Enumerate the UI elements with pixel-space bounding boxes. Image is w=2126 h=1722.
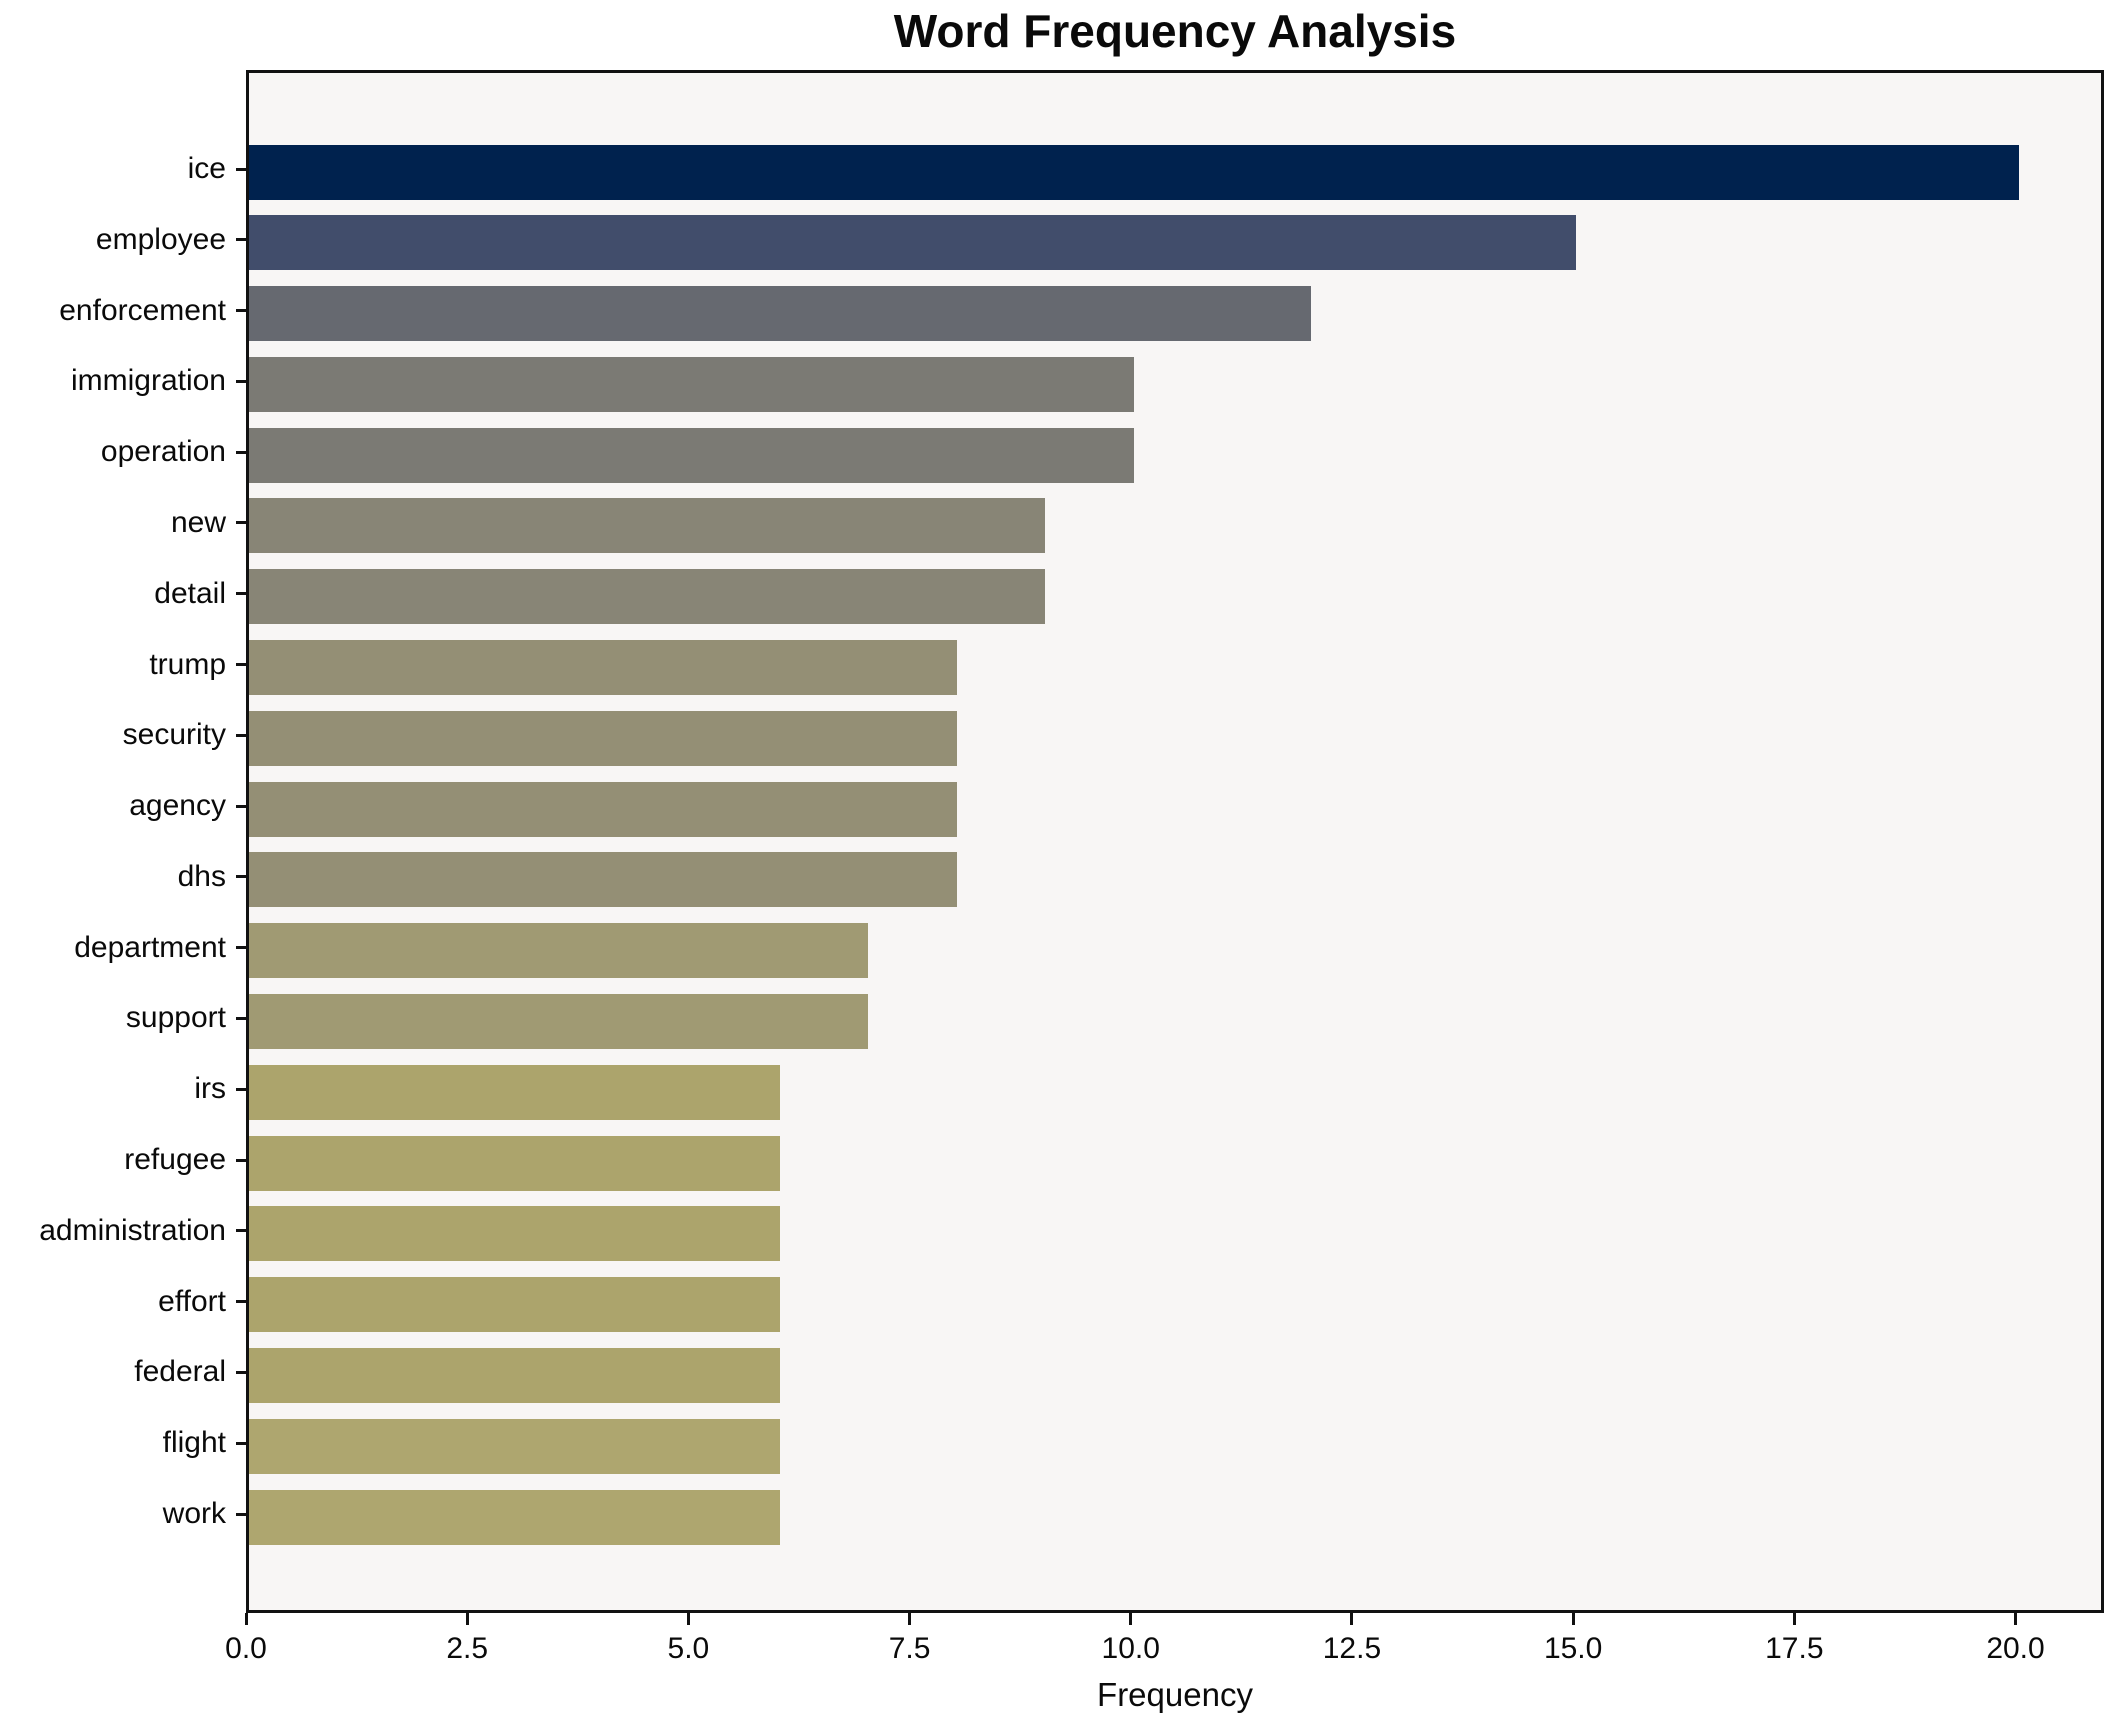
- y-tick-mark: [236, 875, 246, 879]
- y-tick-mark: [236, 450, 246, 454]
- bar-department: [249, 923, 869, 979]
- x-tick-label-5.0: 5.0: [667, 1632, 710, 1665]
- y-tick-label-federal: federal: [134, 1355, 226, 1389]
- bar-work: [249, 1489, 780, 1545]
- y-tick-label-security: security: [122, 718, 226, 752]
- bar-support: [249, 993, 869, 1049]
- bar-employee: [249, 215, 1577, 271]
- bar-trump: [249, 640, 957, 696]
- x-tick-mark: [2014, 1613, 2018, 1625]
- bar-detail: [249, 569, 1046, 625]
- x-tick-mark: [244, 1613, 248, 1625]
- bar-operation: [249, 427, 1134, 483]
- bar-effort: [249, 1277, 780, 1333]
- x-tick-mark: [686, 1613, 690, 1625]
- y-tick-label-dhs: dhs: [177, 859, 226, 893]
- y-tick-mark: [236, 309, 246, 313]
- y-tick-label-flight: flight: [162, 1426, 226, 1460]
- y-tick-label-ice: ice: [187, 152, 226, 185]
- x-tick-label-2.5: 2.5: [446, 1632, 489, 1665]
- y-tick-mark: [236, 946, 246, 950]
- x-tick-mark: [1792, 1613, 1796, 1625]
- x-tick-label-0.0: 0.0: [225, 1632, 267, 1665]
- y-tick-label-enforcement: enforcement: [59, 293, 226, 327]
- y-tick-label-administration: administration: [39, 1213, 226, 1247]
- bar-immigration: [249, 356, 1134, 412]
- y-tick-label-irs: irs: [194, 1072, 226, 1106]
- bar-new: [249, 498, 1046, 554]
- y-tick-mark: [236, 804, 246, 808]
- y-tick-label-department: department: [74, 930, 226, 964]
- y-tick-label-employee: employee: [95, 222, 226, 256]
- x-tick-mark: [1571, 1613, 1575, 1625]
- y-tick-label-support: support: [125, 1001, 226, 1035]
- y-tick-mark: [236, 379, 246, 383]
- bar-federal: [249, 1347, 780, 1403]
- x-tick-label-17.5: 17.5: [1765, 1632, 1824, 1665]
- y-tick-mark: [236, 521, 246, 525]
- y-tick-label-new: new: [170, 505, 226, 539]
- y-tick-mark: [236, 238, 246, 242]
- y-tick-mark: [236, 1441, 246, 1445]
- y-tick-label-immigration: immigration: [70, 364, 226, 398]
- y-tick-mark: [236, 592, 246, 596]
- bar-irs: [249, 1064, 780, 1120]
- y-tick-mark: [236, 167, 246, 171]
- y-tick-mark: [236, 733, 246, 737]
- bar-flight: [249, 1418, 780, 1474]
- y-tick-label-effort: effort: [158, 1284, 226, 1318]
- chart-title: Word Frequency Analysis: [893, 5, 1457, 57]
- bar-ice: [249, 144, 2019, 200]
- x-tick-label-12.5: 12.5: [1322, 1632, 1382, 1665]
- y-tick-mark: [236, 1370, 246, 1374]
- y-tick-label-trump: trump: [149, 647, 226, 681]
- y-tick-mark: [236, 1512, 246, 1516]
- bar-administration: [249, 1206, 780, 1262]
- y-tick-label-work: work: [162, 1497, 226, 1530]
- x-tick-label-7.5: 7.5: [888, 1632, 931, 1665]
- x-tick-label-20.0: 20.0: [1986, 1632, 2045, 1665]
- x-tick-mark: [908, 1613, 912, 1625]
- bar-dhs: [249, 852, 957, 908]
- x-tick-label-15.0: 15.0: [1543, 1632, 1603, 1665]
- y-tick-mark: [236, 1300, 246, 1304]
- y-tick-label-detail: detail: [154, 576, 226, 610]
- x-tick-mark: [1350, 1613, 1354, 1625]
- bar-enforcement: [249, 286, 1311, 342]
- y-tick-mark: [236, 663, 246, 667]
- x-tick-mark: [1129, 1613, 1133, 1625]
- y-tick-mark: [236, 1016, 246, 1020]
- y-tick-label-operation: operation: [100, 435, 226, 469]
- x-tick-mark: [465, 1613, 469, 1625]
- y-tick-label-agency: agency: [129, 789, 226, 823]
- bar-refugee: [249, 1135, 780, 1191]
- x-axis-label: Frequency: [1097, 1676, 1253, 1713]
- y-tick-mark: [236, 1158, 246, 1162]
- y-tick-label-refugee: refugee: [124, 1143, 226, 1177]
- x-tick-label-10.0: 10.0: [1101, 1632, 1160, 1665]
- plot-area: [246, 70, 2104, 1613]
- y-tick-mark: [236, 1229, 246, 1233]
- bar-agency: [249, 781, 957, 837]
- bar-security: [249, 710, 957, 766]
- y-tick-mark: [236, 1087, 246, 1091]
